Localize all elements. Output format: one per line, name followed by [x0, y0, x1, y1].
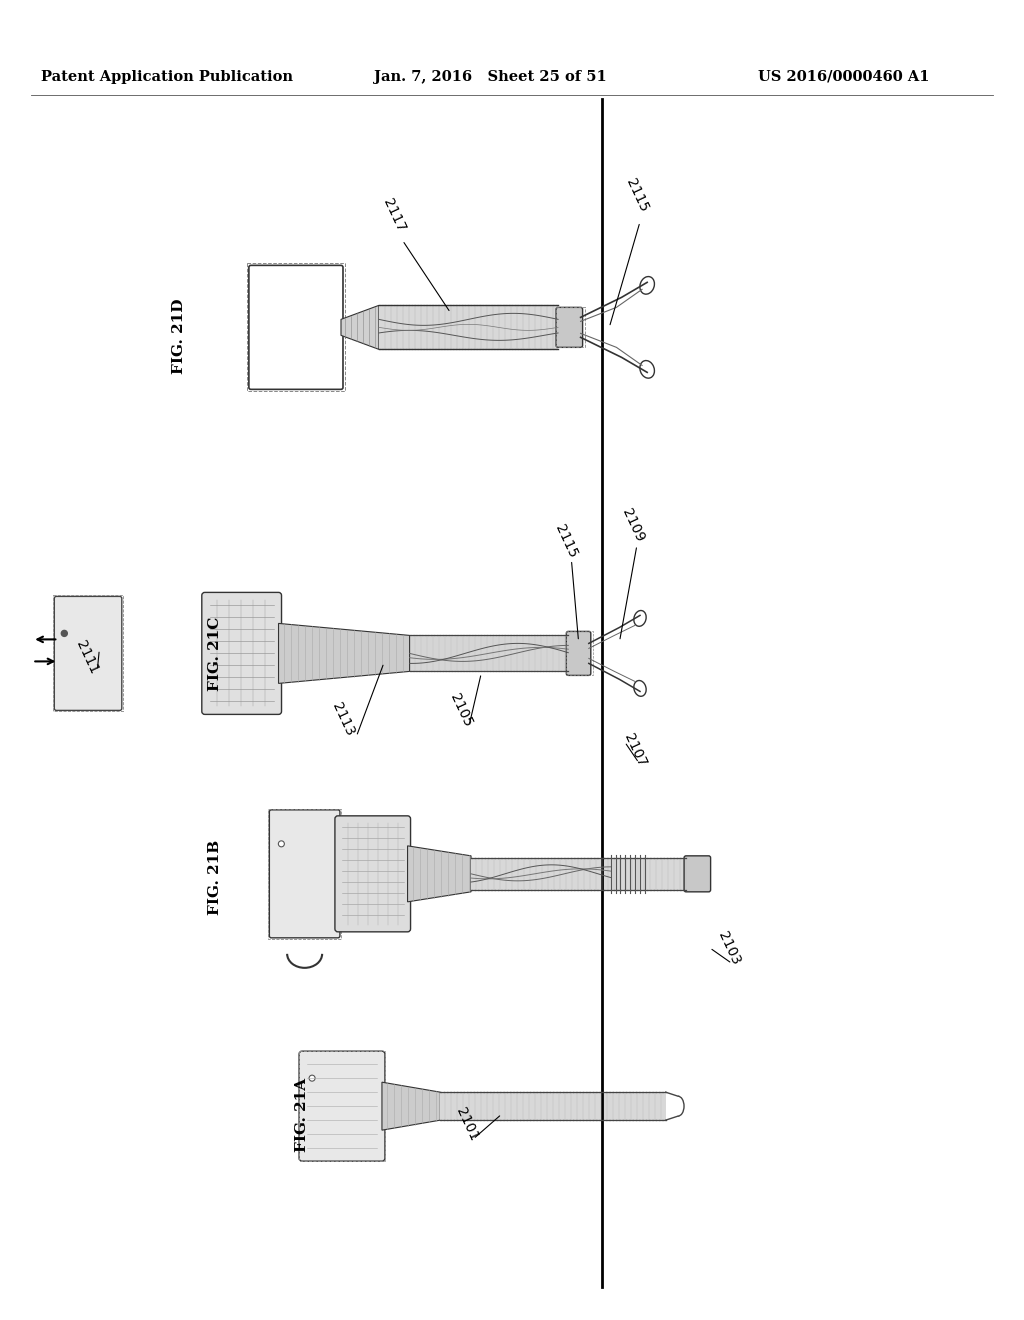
Text: 2101: 2101	[454, 1106, 480, 1143]
Bar	[268, 809, 341, 939]
Text: 2107: 2107	[622, 731, 648, 768]
Bar	[53, 595, 123, 711]
Text: FIG. 21A: FIG. 21A	[295, 1078, 309, 1152]
Bar	[471, 858, 686, 890]
Polygon shape	[382, 1082, 440, 1130]
Text: 2115: 2115	[553, 523, 580, 560]
FancyBboxPatch shape	[684, 855, 711, 892]
Bar	[379, 305, 558, 350]
Text: FIG. 21D: FIG. 21D	[172, 298, 186, 375]
Text: 2113: 2113	[330, 701, 356, 738]
Text: 2103: 2103	[716, 929, 742, 966]
Bar	[556, 308, 585, 347]
Polygon shape	[341, 305, 379, 350]
Bar	[299, 1051, 385, 1162]
FancyBboxPatch shape	[249, 265, 343, 389]
Text: FIG. 21C: FIG. 21C	[208, 616, 222, 690]
Bar	[410, 635, 568, 672]
FancyBboxPatch shape	[335, 816, 411, 932]
Text: Patent Application Publication: Patent Application Publication	[41, 70, 293, 83]
FancyBboxPatch shape	[54, 597, 122, 710]
Polygon shape	[408, 846, 471, 902]
Text: US 2016/0000460 A1: US 2016/0000460 A1	[758, 70, 929, 83]
Text: FIG. 21B: FIG. 21B	[208, 840, 222, 916]
Text: 2117: 2117	[381, 197, 408, 234]
FancyBboxPatch shape	[566, 631, 591, 676]
Text: 2109: 2109	[620, 507, 646, 544]
Bar	[247, 264, 345, 391]
Bar	[566, 631, 593, 676]
Text: 2105: 2105	[447, 692, 474, 729]
Circle shape	[61, 631, 68, 636]
Circle shape	[279, 841, 285, 847]
FancyBboxPatch shape	[299, 1051, 385, 1162]
Text: 2111: 2111	[74, 639, 100, 676]
FancyBboxPatch shape	[556, 308, 583, 347]
Polygon shape	[279, 623, 410, 684]
FancyBboxPatch shape	[202, 593, 282, 714]
Circle shape	[309, 1076, 315, 1081]
FancyBboxPatch shape	[269, 810, 340, 937]
Text: 2115: 2115	[624, 177, 650, 214]
Text: Jan. 7, 2016   Sheet 25 of 51: Jan. 7, 2016 Sheet 25 of 51	[374, 70, 606, 83]
Bar	[440, 1092, 666, 1121]
